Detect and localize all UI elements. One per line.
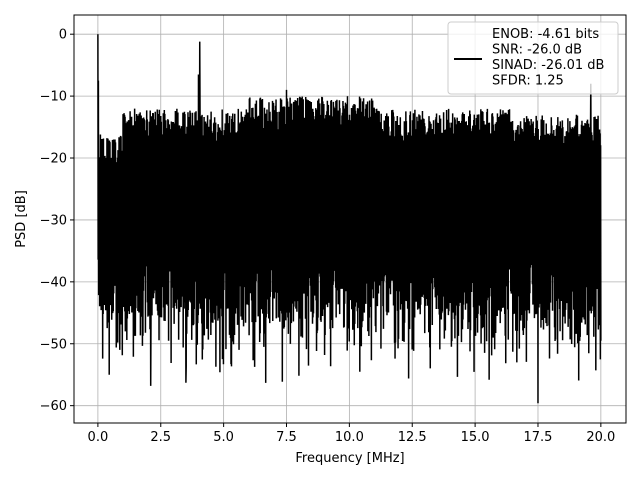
axes <box>73 14 627 424</box>
y-tick-label: −10 <box>40 90 67 105</box>
x-tick-label: 7.5 <box>276 430 297 445</box>
axes-frame <box>73 14 627 424</box>
x-axis-label: Frequency [MHz] <box>295 451 404 466</box>
y-tick-label: 0 <box>59 28 67 43</box>
legend-entry: ENOB: -4.61 bits <box>492 27 599 42</box>
x-tick-label: 15.0 <box>461 430 490 445</box>
y-tick-label: −50 <box>40 337 67 352</box>
y-tick-label: −20 <box>40 152 67 167</box>
y-tick-label: −40 <box>40 275 67 290</box>
ticks: 0.0 2.5 5.0 7.5 10.0 12.5 15.0 17.5 20.0 0 −10 −20 −… <box>40 28 616 445</box>
legend-entry: SFDR: 1.25 <box>492 74 564 89</box>
data-layer <box>97 34 602 404</box>
y-tick-label: −30 <box>40 213 67 228</box>
legend-box <box>447 21 619 95</box>
x-tick-label: 10.0 <box>335 430 364 445</box>
legend-entry: SINAD: -26.01 dB <box>492 58 604 73</box>
x-tick-label: 17.5 <box>524 430 553 445</box>
legend-entry: SNR: -26.0 dB <box>492 43 582 58</box>
y-axis-label: PSD [dB] <box>14 190 29 248</box>
x-tick-label: 20.0 <box>586 430 615 445</box>
y-tick-label: −60 <box>40 399 67 414</box>
x-tick-label: 12.5 <box>398 430 427 445</box>
x-tick-label: 5.0 <box>213 430 234 445</box>
x-tick-label: 0.0 <box>88 430 109 445</box>
psd-series-line <box>97 34 602 404</box>
x-tick-label: 2.5 <box>150 430 171 445</box>
